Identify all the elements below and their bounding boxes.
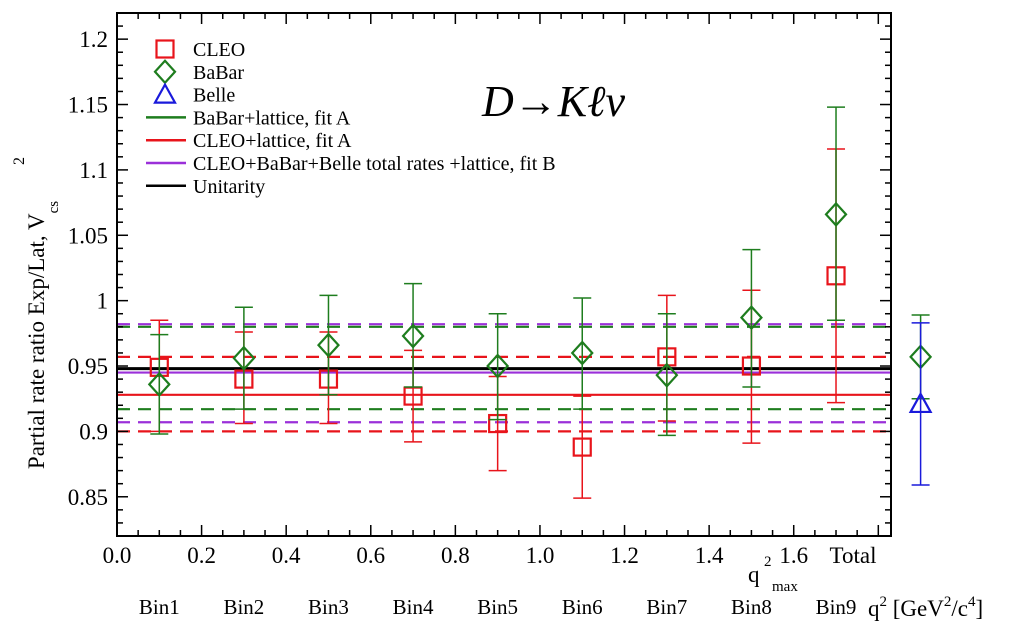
x-tick-label: 1.4 xyxy=(695,543,724,568)
process-annotation: D→Kℓν xyxy=(481,77,625,126)
x-tick-label: 1.0 xyxy=(526,543,555,568)
x-tick-label: 0.8 xyxy=(441,543,470,568)
babar-point-7 xyxy=(655,312,679,437)
babar-point-5 xyxy=(486,312,510,421)
babar-point-2 xyxy=(232,306,256,410)
y-tick-label: 1.2 xyxy=(79,27,108,52)
cleo-point-6 xyxy=(572,395,592,499)
x-tick-label: 0.6 xyxy=(356,543,385,568)
bin-label-1: Bin1 xyxy=(139,595,180,619)
legend-diamond-swatch xyxy=(153,59,177,85)
y-tick-label: 0.95 xyxy=(68,354,108,379)
legend-entry-6: CLEO+BaBar+Belle total rates +lattice, f… xyxy=(146,153,556,175)
y-axis-label: Partial rate ratio Exp/Lat, Vcs 2 xyxy=(11,157,62,469)
babar-point-8 xyxy=(739,248,763,388)
svg-text:q: q xyxy=(748,562,760,587)
bin-label-7: Bin7 xyxy=(646,595,687,619)
legend-label: BaBar xyxy=(193,62,244,84)
data-points xyxy=(147,106,933,499)
x-tick-label: 0.4 xyxy=(272,543,301,568)
axes: 0.85 0.9 0.95 1 1.05 1.1 1.15 1.2 0.0 0.2 0.4 0.6 0.… xyxy=(68,12,892,619)
bin-label-8: Bin8 xyxy=(731,595,772,619)
diamond-marker xyxy=(232,345,256,371)
x-tick-label: 1.6 xyxy=(779,543,808,568)
bin-label-3: Bin3 xyxy=(308,595,349,619)
bin-label-4: Bin4 xyxy=(393,595,434,619)
legend-label: Unitarity xyxy=(193,176,265,198)
triangle-marker xyxy=(908,391,933,414)
y-tick-label: 1.05 xyxy=(68,223,108,248)
qmax-label: q 2 max xyxy=(748,554,798,595)
babar-point-3 xyxy=(316,294,340,396)
svg-text:2: 2 xyxy=(764,554,772,570)
babar-point-9 xyxy=(824,106,848,322)
diamond-marker xyxy=(824,201,848,227)
square-marker xyxy=(572,437,592,457)
diamond-marker xyxy=(401,323,425,349)
legend-triangle-swatch xyxy=(153,82,177,104)
legend-entry-1: CLEO xyxy=(155,39,245,61)
diamond-marker xyxy=(739,305,763,331)
svg-text:2: 2 xyxy=(11,157,28,165)
babar-point-6 xyxy=(570,297,594,410)
legend-entry-7: Unitarity xyxy=(146,176,265,198)
babar-point-1 xyxy=(147,333,171,435)
x-tick-label-total: Total xyxy=(830,543,877,568)
svg-text:q2 [GeV2/c4]: q2 [GeV2/c4] xyxy=(868,594,983,621)
diamond-marker xyxy=(147,371,171,397)
y-tick-label: 1 xyxy=(97,289,109,314)
diamond-marker xyxy=(316,332,340,358)
bin-label-9: Bin9 xyxy=(816,595,857,619)
y-tick-label: 0.9 xyxy=(79,419,108,444)
svg-text:max: max xyxy=(772,579,798,595)
bin-label-5: Bin5 xyxy=(477,595,518,619)
legend-label: CLEO xyxy=(193,39,245,61)
x-tick-label: 0.2 xyxy=(187,543,216,568)
babar-point-4 xyxy=(401,282,425,388)
x-axis-label: q2 [GeV2/c4] xyxy=(868,594,983,621)
legend-label: Belle xyxy=(193,85,235,107)
bin-label-6: Bin6 xyxy=(562,595,603,619)
belle-point-1 xyxy=(908,322,933,486)
svg-text:Partial rate ratio Exp/Lat, Vc: Partial rate ratio Exp/Lat, Vcs xyxy=(24,201,62,469)
x-tick-label: 1.2 xyxy=(610,543,639,568)
legend-entry-5: CLEO+lattice, fit A xyxy=(146,130,352,152)
legend-label: CLEO+lattice, fit A xyxy=(193,130,352,152)
y-tick-label: 0.85 xyxy=(68,485,108,510)
legend-entry-4: BaBar+lattice, fit A xyxy=(146,107,351,129)
y-tick-label: 1.1 xyxy=(79,158,108,183)
legend-label: BaBar+lattice, fit A xyxy=(193,107,351,129)
legend-label: CLEO+BaBar+Belle total rates +lattice, f… xyxy=(193,153,556,175)
legend-square-swatch xyxy=(155,39,175,59)
x-tick-label: 0.0 xyxy=(103,543,132,568)
diamond-marker xyxy=(570,340,594,366)
y-tick-label: 1.15 xyxy=(68,93,108,118)
legend-entry-2: BaBar xyxy=(153,59,244,85)
bin-label-2: Bin2 xyxy=(223,595,264,619)
legend-entry-3: Belle xyxy=(153,82,235,107)
diamond-marker xyxy=(486,353,510,379)
diamond-marker xyxy=(655,362,679,388)
